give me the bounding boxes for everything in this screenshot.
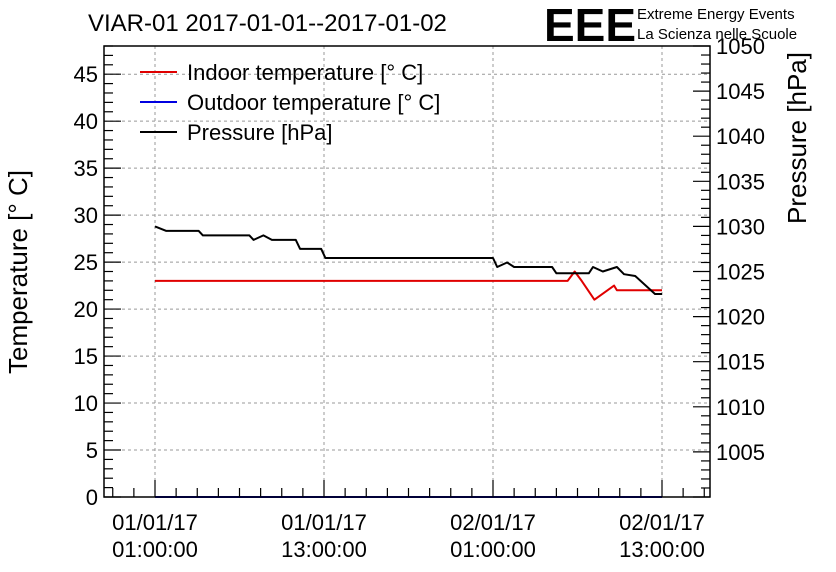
legend-label-1: Outdoor temperature [° C] <box>187 90 440 115</box>
series-line-0 <box>155 270 662 301</box>
right-tick-label: 1005 <box>716 440 765 465</box>
right-tick-label: 1015 <box>716 350 765 375</box>
left-tick-label: 5 <box>86 438 98 463</box>
right-tick-label: 1035 <box>716 169 765 194</box>
left-tick-label: 45 <box>74 62 98 87</box>
series-line-2 <box>154 225 662 295</box>
left-tick-label: 30 <box>74 203 98 228</box>
left-axis-tick-labels: 0 5 10 15 20 25 30 35 40 45 <box>74 62 98 510</box>
annotation-la-scienza: La Scienza nelle Scuole <box>637 26 797 43</box>
x-tick-label-date: 01/01/17 <box>281 510 367 535</box>
axes <box>103 45 711 498</box>
x-tick-label-date: 01/01/17 <box>112 510 198 535</box>
x-axis-tick-labels: 01/01/1701:00:0001/01/1713:00:0002/01/17… <box>112 510 705 562</box>
right-tick-label: 1025 <box>716 260 765 285</box>
grid <box>104 46 710 497</box>
y-axis-label-right: Pressure [hPa] <box>782 52 812 224</box>
left-tick-label: 0 <box>86 485 98 510</box>
right-tick-label: 1030 <box>716 214 765 239</box>
left-tick-label: 10 <box>74 391 98 416</box>
right-tick-label: 1050 <box>716 34 765 59</box>
chart-title: VIAR-01 2017-01-01--2017-01-02 <box>88 10 447 37</box>
x-tick-label-date: 02/01/17 <box>450 510 536 535</box>
x-tick-label-date: 02/01/17 <box>619 510 705 535</box>
left-tick-label: 15 <box>74 344 98 369</box>
eee-logo: EEE Extreme Energy Events La Scienza nel… <box>544 0 797 51</box>
annotation-extreme-energy-events: Extreme Energy Events <box>637 6 795 23</box>
x-tick-label-time: 13:00:00 <box>619 537 705 562</box>
right-tick-label: 1045 <box>716 79 765 104</box>
right-tick-label: 1040 <box>716 124 765 149</box>
x-tick-label-time: 01:00:00 <box>450 537 536 562</box>
left-tick-label: 25 <box>74 250 98 275</box>
x-tick-label-time: 13:00:00 <box>281 537 367 562</box>
left-tick-label: 40 <box>74 109 98 134</box>
eee-logo-text: EEE <box>544 0 636 51</box>
legend: Indoor temperature [° C] Outdoor temperat… <box>140 60 440 145</box>
right-axis-tick-labels: 1005 1010 1015 1020 1025 1030 1035 1040 1045 1050 <box>716 34 765 465</box>
right-tick-label: 1010 <box>716 395 765 420</box>
x-tick-label-time: 01:00:00 <box>112 537 198 562</box>
y-axis-label-left: Temperature [° C] <box>3 170 33 374</box>
left-tick-label: 35 <box>74 156 98 181</box>
right-tick-label: 1020 <box>716 305 765 330</box>
legend-label-0: Indoor temperature [° C] <box>187 60 423 85</box>
legend-label-2: Pressure [hPa] <box>187 120 333 145</box>
left-tick-label: 20 <box>74 297 98 322</box>
